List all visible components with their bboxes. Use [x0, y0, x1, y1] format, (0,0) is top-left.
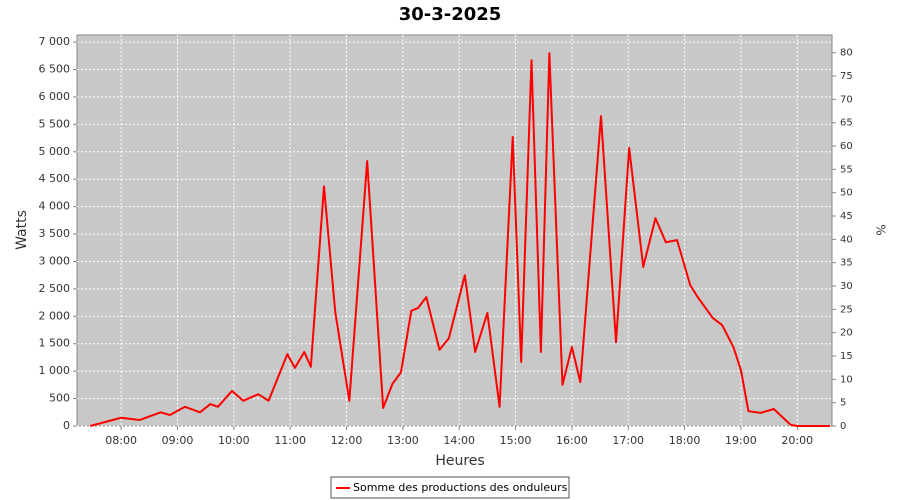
y2-tick-label: 25: [840, 304, 853, 315]
y2-tick-label: 60: [840, 141, 853, 152]
y-tick-label: 6 000: [39, 90, 71, 103]
y2-tick-label: 45: [840, 211, 853, 222]
data-line: [89, 52, 831, 427]
x-tick-label: 12:00: [331, 434, 363, 447]
plot-area: [76, 34, 833, 427]
y2-tick-label: 70: [840, 94, 853, 105]
y-tick-label: 4 000: [39, 200, 71, 213]
x-tick-label: 20:00: [781, 434, 813, 447]
y-tick-label: 4 500: [39, 172, 71, 185]
y-tick-label: 0: [63, 419, 70, 432]
y2-axis-label: %: [874, 224, 888, 235]
y2-tick-label: 10: [840, 374, 853, 385]
y2-tick-label: 35: [840, 258, 853, 269]
y-tick-label: 1 500: [39, 337, 71, 350]
y2-tick-label: 50: [840, 188, 853, 199]
y-tick-label: 1 000: [39, 364, 71, 377]
legend-box: [330, 476, 570, 499]
x-axis-label: Heures: [435, 453, 484, 469]
y2-tick-label: 20: [840, 328, 853, 339]
y-tick-label: 3 000: [39, 254, 71, 267]
y2-tick-label: 80: [840, 48, 853, 59]
y2-tick-label: 55: [840, 164, 853, 175]
x-tick-label: 19:00: [725, 434, 757, 447]
y-tick-label: 500: [49, 392, 70, 405]
y-tick-label: 3 500: [39, 227, 71, 240]
y-tick-label: 7 000: [39, 35, 71, 48]
x-tick-label: 11:00: [274, 434, 306, 447]
x-tick-label: 18:00: [669, 434, 701, 447]
y-tick-label: 2 000: [39, 309, 71, 322]
x-tick-label: 08:00: [105, 434, 137, 447]
y2-tick-label: 75: [840, 71, 853, 82]
y2-tick-label: 15: [840, 351, 853, 362]
x-tick-label: 13:00: [387, 434, 419, 447]
x-tick-label: 14:00: [443, 434, 475, 447]
y-tick-label: 2 500: [39, 282, 71, 295]
y-tick-label: 5 000: [39, 145, 71, 158]
y2-tick-label: 65: [840, 118, 853, 129]
y-tick-label: 6 500: [39, 63, 71, 76]
legend: Somme des productions des onduleurs: [330, 476, 570, 499]
legend-label: Somme des productions des onduleurs: [353, 481, 568, 494]
x-tick-label: 15:00: [500, 434, 532, 447]
chart-title: 30-3-2025: [399, 4, 502, 25]
x-tick-label: 09:00: [162, 434, 194, 447]
y-tick-label: 5 500: [39, 117, 71, 130]
y2-tick-label: 40: [840, 234, 853, 245]
y2-tick-label: 5: [840, 398, 846, 409]
y2-tick-label: 0: [840, 421, 846, 432]
x-tick-label: 17:00: [612, 434, 644, 447]
y-axis-label: Watts: [14, 210, 30, 250]
x-tick-label: 10:00: [218, 434, 250, 447]
x-tick-label: 16:00: [556, 434, 588, 447]
y2-tick-label: 30: [840, 281, 853, 292]
